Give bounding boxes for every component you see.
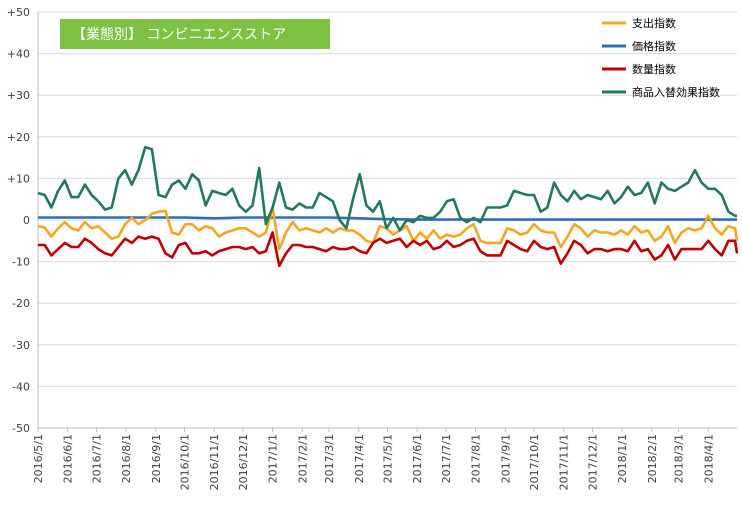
x-tick-label: 2017/7/1 xyxy=(440,434,453,483)
y-tick-label: +40 xyxy=(7,48,30,61)
legend-entry: 数量指数 xyxy=(632,62,676,76)
x-tick-label: 2017/11/1 xyxy=(558,434,571,490)
x-tick-label: 2017/1/1 xyxy=(267,434,280,483)
legend-entry: 価格指数 xyxy=(632,39,676,53)
x-tick-label: 2016/8/1 xyxy=(120,434,133,483)
series-line-2 xyxy=(38,231,739,268)
x-tick-label: 2016/7/1 xyxy=(90,434,103,483)
x-tick-label: 2018/4/1 xyxy=(702,434,715,483)
y-tick-label: +50 xyxy=(7,6,30,19)
y-tick-label: -10 xyxy=(12,256,30,269)
y-tick-label: 0 xyxy=(23,214,30,227)
x-tick-label: 2017/4/1 xyxy=(353,434,366,483)
x-tick-label: 2018/1/1 xyxy=(616,434,629,483)
chart-title-box: 【業態別】 コンビニエンスストア xyxy=(60,19,330,49)
chart-title: 【業態別】 コンビニエンスストア xyxy=(72,27,286,43)
x-tick-label: 2016/9/1 xyxy=(150,434,163,483)
legend-entry: 商品入替効果指数 xyxy=(632,85,720,99)
x-tick-label: 2016/11/1 xyxy=(208,434,221,490)
x-tick-label: 2016/10/1 xyxy=(179,434,192,490)
y-tick-label: +30 xyxy=(7,89,30,102)
x-tick-label: 2017/2/1 xyxy=(296,434,309,483)
y-tick-label: -30 xyxy=(12,339,30,352)
x-tick-label: 2017/3/1 xyxy=(323,434,336,483)
x-tick-label: 2016/6/1 xyxy=(62,434,75,483)
x-tick-label: 2017/10/1 xyxy=(528,434,541,490)
y-tick-label: -50 xyxy=(12,422,30,435)
x-tick-label: 2017/12/1 xyxy=(586,434,599,490)
y-tick-label: -40 xyxy=(12,380,30,393)
series-line-3 xyxy=(37,145,737,232)
x-tick-label: 2016/5/1 xyxy=(32,434,45,483)
x-tick-label: 2016/12/1 xyxy=(237,434,250,490)
y-tick-label: +10 xyxy=(7,172,30,185)
chart-title-background xyxy=(60,19,330,49)
series-line-1 xyxy=(38,216,737,221)
x-tick-label: 2017/9/1 xyxy=(499,434,512,483)
legend-entry: 支出指数 xyxy=(632,16,676,30)
series-lines xyxy=(37,145,739,268)
x-tick-label: 2017/5/1 xyxy=(382,434,395,483)
series-line-0 xyxy=(37,206,739,251)
x-tick-label: 2018/3/1 xyxy=(673,434,686,483)
y-axis: +50 +40 +30 +20 +10 0 -10 -20 -30 -40 -50 xyxy=(7,6,30,435)
x-tick-label: 2018/2/1 xyxy=(646,434,659,483)
x-tick-label: 2017/8/1 xyxy=(470,434,483,483)
y-tick-label: -20 xyxy=(12,297,30,310)
y-tick-label: +20 xyxy=(7,131,30,144)
x-axis: 2016/5/1 2016/6/1 2016/7/1 2016/8/1 2016/9/1… xyxy=(32,428,715,490)
x-tick-label: 2017/6/1 xyxy=(411,434,424,483)
